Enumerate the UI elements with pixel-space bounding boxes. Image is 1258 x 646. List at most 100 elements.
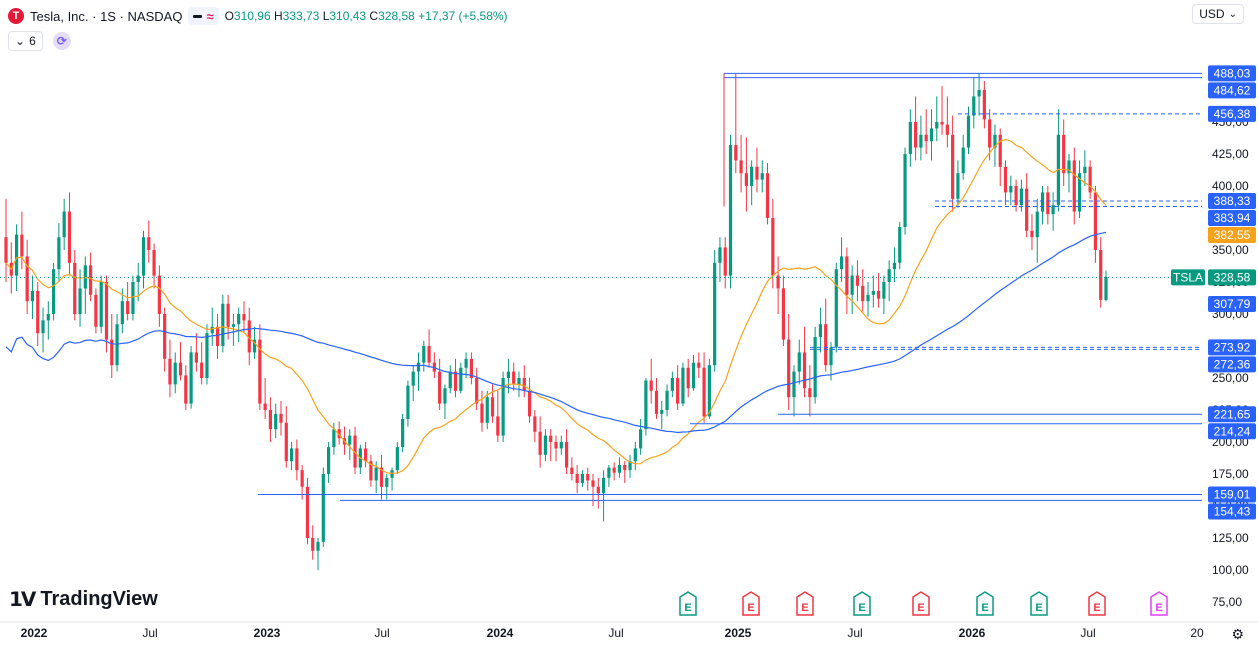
candle-body xyxy=(496,416,500,436)
candle-body xyxy=(776,275,780,289)
candle-body xyxy=(876,290,881,299)
open-value: 310,96 xyxy=(233,9,271,23)
earnings-event-icon[interactable] xyxy=(679,591,697,616)
time-tick-label: Jul xyxy=(847,626,862,640)
level-price-badge[interactable] xyxy=(1208,406,1256,423)
candle-body xyxy=(4,237,8,263)
candle-body xyxy=(395,447,399,471)
candle-body xyxy=(623,465,627,471)
candle-body xyxy=(903,154,907,227)
earnings-event-icon[interactable] xyxy=(742,591,760,616)
candle-body xyxy=(25,256,29,302)
ma-short-line xyxy=(5,138,1107,474)
candle-body xyxy=(62,211,66,238)
earnings-event-label: E xyxy=(747,602,754,614)
candle-body xyxy=(549,435,553,442)
candle-body xyxy=(702,367,706,417)
earnings-event-label: E xyxy=(1155,602,1162,614)
indicators-toggle[interactable]: ⌄ 6 xyxy=(8,31,43,51)
candle-body xyxy=(596,486,600,494)
earnings-event-label: E xyxy=(684,602,691,614)
time-tick-label: 2022 xyxy=(21,626,48,640)
candle-body xyxy=(601,477,606,494)
candle-body xyxy=(750,166,754,186)
symbol-title[interactable]: Tesla, Inc. · 1S · NASDAQ xyxy=(30,8,183,24)
candle-body xyxy=(427,346,431,363)
level-price-badge[interactable] xyxy=(1208,105,1256,122)
candle-body xyxy=(697,362,701,368)
candle-body xyxy=(882,282,886,299)
candle-body xyxy=(147,237,151,250)
candle-body xyxy=(935,122,939,129)
currency-selector[interactable]: USD ⌄ xyxy=(1192,4,1244,24)
candle-body xyxy=(36,290,40,334)
candle-body xyxy=(945,124,949,135)
level-price-badge[interactable] xyxy=(1208,65,1256,82)
candle-body xyxy=(612,467,616,473)
candle-body xyxy=(326,447,331,474)
candle-body xyxy=(374,467,378,481)
earnings-event-icon[interactable] xyxy=(1030,591,1048,616)
candle-body xyxy=(67,211,72,263)
candle-body xyxy=(808,388,812,398)
candle-body xyxy=(512,371,516,385)
candle-body xyxy=(168,358,172,385)
candle-body xyxy=(1003,166,1008,193)
candle-body xyxy=(797,352,801,372)
quick-actions[interactable]: ≈ xyxy=(188,7,219,25)
candle-body xyxy=(829,347,833,366)
level-price-badge[interactable] xyxy=(1208,226,1256,243)
candle-body xyxy=(818,324,823,338)
refresh-icon[interactable]: ⟳ xyxy=(52,32,71,50)
candle-body xyxy=(475,378,479,404)
candle-body xyxy=(951,134,955,199)
earnings-event-icon[interactable] xyxy=(1150,591,1168,616)
tesla-logo-icon: T xyxy=(8,8,24,24)
candle-body xyxy=(411,371,415,386)
candle-body xyxy=(242,314,246,321)
earnings-event-icon[interactable] xyxy=(1088,591,1106,616)
level-price-badge[interactable] xyxy=(1208,356,1256,373)
candle-body xyxy=(617,465,622,473)
candle-body xyxy=(406,385,410,419)
low-value: 310,43 xyxy=(329,9,367,23)
earnings-event-icon[interactable] xyxy=(912,591,930,616)
level-price-badge[interactable] xyxy=(1208,339,1256,356)
candle-body xyxy=(839,256,844,270)
candle-body xyxy=(1077,173,1082,212)
open-label: O xyxy=(224,9,234,23)
earnings-event-icon[interactable] xyxy=(853,591,871,616)
tradingview-logo[interactable]: 𝟭𝗩 TradingView xyxy=(9,587,158,612)
tradingview-mark-icon: 𝟭𝗩 xyxy=(9,589,36,611)
earnings-event-icon[interactable] xyxy=(976,591,994,616)
price-tick-label: 250,00 xyxy=(1212,371,1249,385)
level-price-badge[interactable] xyxy=(1208,192,1256,209)
ohlc-values: O310,96 H333,73 L310,43 C328,58 +17,37 (… xyxy=(225,9,508,23)
level-price-badge[interactable] xyxy=(1208,296,1256,313)
candle-body xyxy=(1035,211,1039,238)
candle-body xyxy=(364,448,368,462)
candle-body xyxy=(718,247,722,263)
candle-body xyxy=(929,128,934,142)
last-price-badge[interactable] xyxy=(1208,269,1256,286)
level-price-badge[interactable] xyxy=(1208,486,1256,503)
level-price-text: 221,65 xyxy=(1214,407,1251,421)
candle-body xyxy=(1062,134,1066,174)
candle-body xyxy=(914,122,918,148)
level-price-badge[interactable] xyxy=(1208,423,1256,440)
candle-body xyxy=(564,442,569,468)
candle-body xyxy=(120,301,124,325)
level-price-badge[interactable] xyxy=(1208,503,1256,520)
candle-body xyxy=(639,429,643,449)
level-price-badge[interactable] xyxy=(1208,82,1256,99)
settings-gear-icon[interactable]: ⚙ xyxy=(1231,626,1244,642)
candle-body xyxy=(824,324,828,366)
candle-body xyxy=(771,218,775,276)
earnings-event-icon[interactable] xyxy=(796,591,814,616)
candle-body xyxy=(834,269,838,348)
candle-body xyxy=(258,339,262,404)
candle-body xyxy=(221,303,225,346)
level-price-badge[interactable] xyxy=(1208,209,1256,226)
candle-body xyxy=(1093,192,1098,250)
